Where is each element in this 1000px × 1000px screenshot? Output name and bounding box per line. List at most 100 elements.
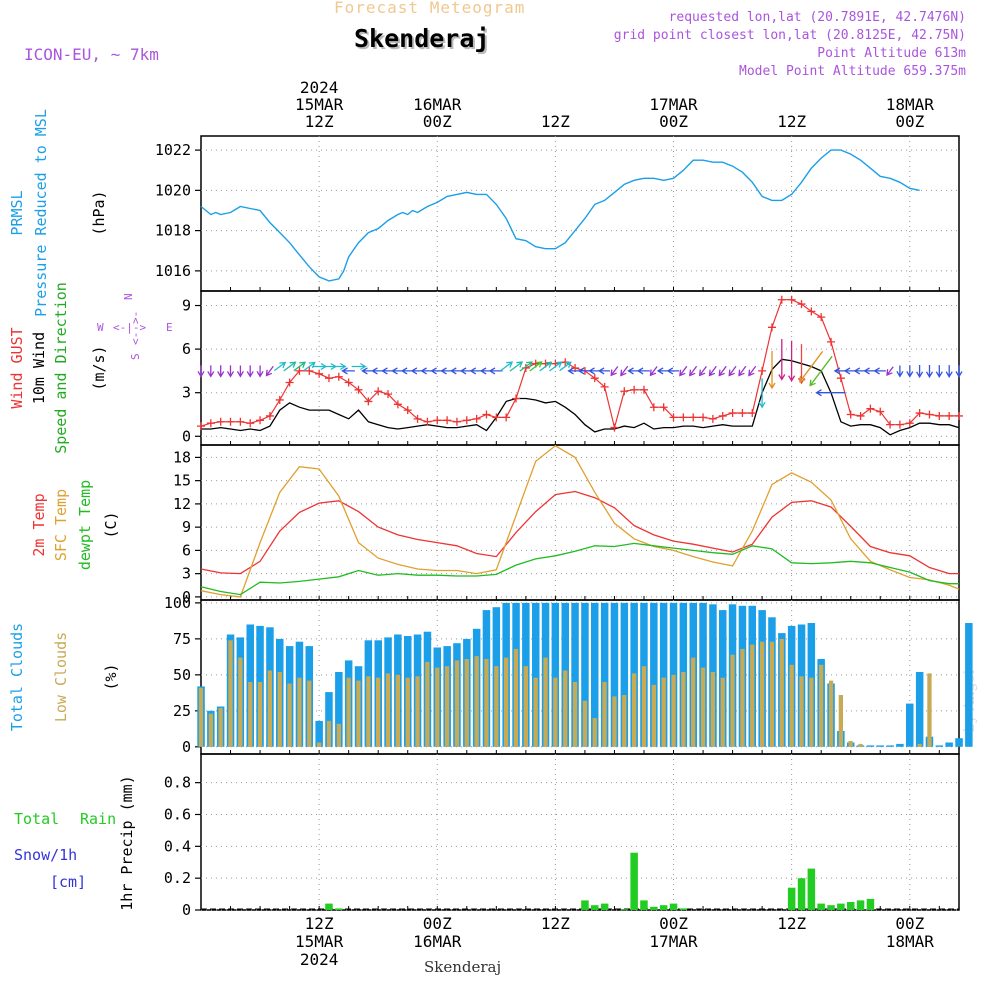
clouds-unit: (%) — [102, 663, 120, 690]
wind-direction-arrow — [698, 366, 707, 377]
point-altitude: Point Altitude 613m — [817, 46, 966, 61]
wind-direction-arrow — [519, 361, 533, 372]
gust-marker — [423, 417, 432, 426]
wind-direction-arrow — [265, 365, 274, 377]
gust-marker — [777, 295, 786, 304]
gust-marker — [630, 385, 639, 394]
compass-south: S — [129, 353, 142, 360]
gust-marker — [285, 378, 294, 387]
gust-marker — [393, 400, 402, 409]
wind-direction-arrow — [886, 366, 894, 377]
pressure-unit: (hPa) — [90, 190, 108, 235]
y-tick-label: 12 — [173, 495, 191, 513]
wind-direction-arrow — [217, 365, 225, 378]
low-cloud-bar — [622, 695, 627, 747]
gust-marker — [315, 369, 324, 378]
y-tick-label: 100 — [164, 594, 191, 612]
low-cloud-bar — [563, 670, 568, 747]
clouds-panel: 0 25 50 75 100 Total Clouds Low Clouds (%) — [8, 594, 973, 756]
low-cloud-bar — [691, 657, 696, 747]
rain-bar — [581, 900, 589, 910]
precip-unit: 1hr Precip (mm) — [118, 775, 136, 910]
low-cloud-bar — [356, 680, 361, 747]
gust-marker — [610, 423, 619, 432]
wind-direction-arrow — [666, 367, 680, 375]
wind-direction-arrow — [689, 365, 698, 377]
bottom-time-label: 00Z — [423, 914, 452, 933]
rain-bar — [630, 852, 638, 910]
gust-marker — [866, 404, 875, 413]
wind-direction-arrow — [788, 340, 796, 382]
low-cloud-bar — [405, 677, 410, 747]
low-cloud-bar — [307, 680, 312, 747]
top-time-label: 00Z — [423, 112, 452, 131]
total-cloud-bar — [581, 602, 589, 747]
y-tick-label: 3 — [182, 565, 191, 583]
total-cloud-bar — [591, 602, 599, 747]
low-cloud-bar — [799, 676, 804, 747]
wind-direction-arrow — [718, 365, 727, 377]
wind-direction-arrow — [559, 361, 572, 372]
gust-marker — [955, 411, 963, 420]
low-cloud-bar — [730, 654, 735, 747]
compass-ns-arrows-bottom: <- — [129, 332, 142, 345]
low-cloud-bar — [572, 682, 578, 747]
top-time-label: 17MAR — [649, 95, 698, 114]
low-cloud-bar — [750, 644, 755, 747]
low-cloud-bar — [651, 684, 656, 747]
total-cloud-bar — [610, 602, 619, 747]
low-cloud-bar — [218, 707, 223, 747]
wind-direction-arrow — [748, 365, 757, 377]
wind-direction-arrow — [809, 355, 833, 387]
low-cloud-bar — [671, 674, 676, 747]
footer-location: Skenderaj — [424, 958, 502, 976]
low-cloud-bar — [415, 676, 420, 747]
y-tick-label: 15 — [173, 472, 191, 490]
wind-direction-arrow — [896, 365, 904, 378]
gust-marker — [452, 417, 461, 426]
rain-bar — [847, 902, 855, 910]
pressure-line — [200, 149, 920, 282]
total-cloud-bar — [659, 602, 668, 747]
low-cloud-bar — [533, 677, 538, 747]
low-cloud-bar — [297, 677, 302, 747]
model-altitude: Model Point Altitude 659.375m — [739, 64, 966, 79]
wind-direction-arrow — [620, 365, 629, 377]
rain-bar — [659, 905, 668, 910]
wind-direction-arrow — [597, 367, 611, 375]
y-tick-label: 1022 — [155, 141, 191, 159]
low-cloud-bar — [317, 742, 322, 747]
low-cloud-bar — [710, 672, 715, 747]
total-cloud-bar — [876, 745, 884, 747]
location-title: Skenderaj — [354, 24, 490, 53]
low-cloud-bar — [700, 667, 706, 747]
gust-marker — [600, 382, 609, 391]
precip-cm-label: [cm] — [50, 873, 86, 891]
y-tick-label: 50 — [173, 666, 191, 684]
low-cloud-bar — [376, 677, 381, 747]
low-cloud-bar — [385, 673, 391, 747]
low-cloud-bar — [789, 664, 794, 747]
supertitle: Forecast Meteogram — [334, 0, 526, 17]
low-cloud-bar — [248, 682, 253, 747]
y-tick-label: 1018 — [155, 222, 191, 240]
gust-marker — [226, 417, 235, 426]
rain-bar — [827, 905, 835, 910]
temperature-panel: 0 3 6 9 12 15 18 2m Temp SFC Temp dewpt Temp (C) — [30, 444, 960, 606]
gust-marker — [905, 419, 914, 428]
low-cloud-bar — [809, 677, 814, 747]
compass-north: N — [122, 293, 135, 300]
total-cloud-bar — [945, 742, 953, 747]
top-time-label: 18MAR — [886, 95, 935, 114]
low-cloud-bar — [425, 661, 430, 747]
gust-marker — [827, 337, 836, 346]
bottom-time-label: 12Z — [305, 914, 334, 933]
compass-west: W — [97, 321, 104, 334]
grid-point-coords: grid point closest lon,lat (20.8125E, 42… — [613, 28, 966, 43]
low-cloud-bar — [858, 743, 863, 747]
bottom-time-label: 12Z — [777, 914, 806, 933]
low-cloud-bar — [366, 676, 371, 747]
rain-bar — [669, 903, 678, 910]
y-tick-label: 1020 — [155, 181, 191, 199]
gust-marker — [728, 409, 737, 418]
